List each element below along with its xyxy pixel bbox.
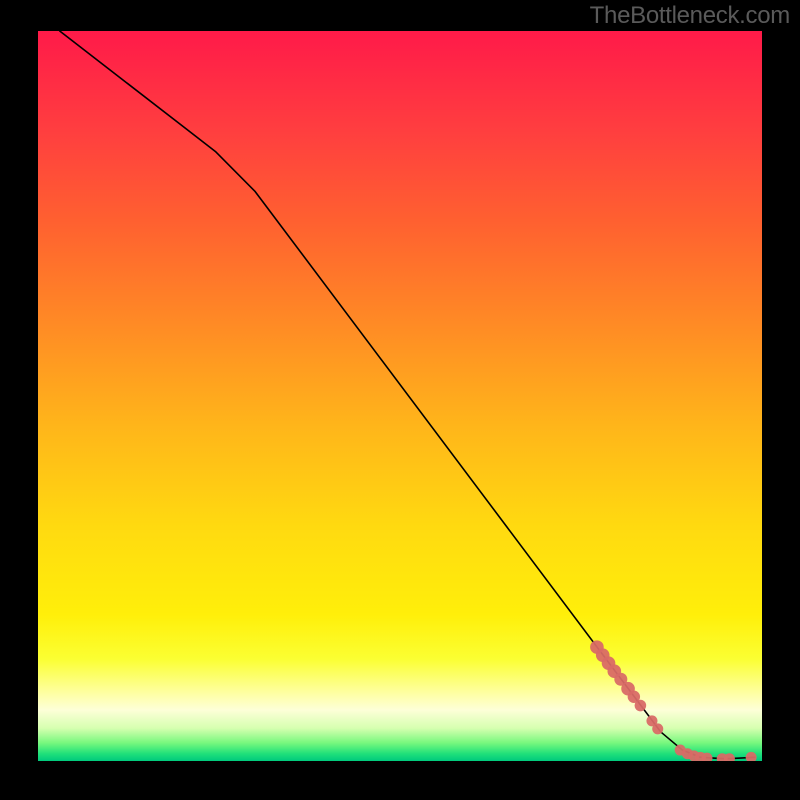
root: TheBottleneck.com [0,0,800,800]
data-marker [652,723,663,734]
gradient-background [38,31,762,761]
data-marker [635,700,647,712]
watermark-text: TheBottleneck.com [590,2,790,30]
chart-svg [38,31,762,761]
